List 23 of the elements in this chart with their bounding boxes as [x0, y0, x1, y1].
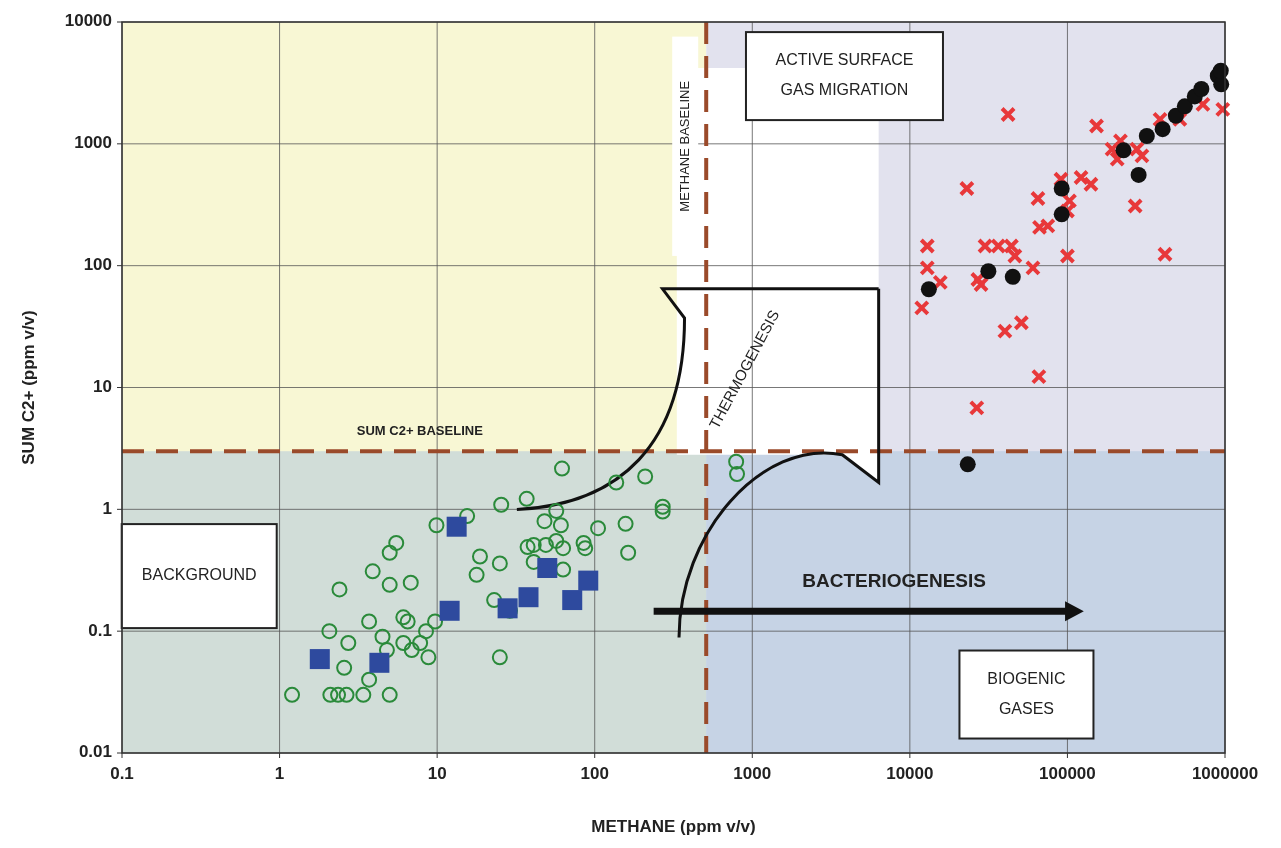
x-tick-label: 100000	[1039, 764, 1096, 783]
ref-line-label: METHANE BASELINE	[676, 80, 692, 212]
y-tick-label: 0.1	[88, 620, 112, 640]
y-tick-label: 10000	[64, 11, 112, 31]
x-axis-title: METHANE (ppm v/v)	[591, 817, 756, 836]
x-tick-label: 0.1	[110, 764, 134, 783]
y-tick-label: 100	[83, 255, 112, 275]
y-axis-title: SUM C2+ (ppm v/v)	[19, 310, 38, 465]
ref-line-label: SUM C2+ BASELINE	[356, 423, 484, 439]
annotation: ACTIVE SURFACE GAS MIGRATION	[775, 51, 914, 99]
x-tick-label: 100	[580, 764, 609, 783]
y-tick-label: 10	[93, 376, 112, 396]
y-tick-label: 0.01	[78, 742, 112, 762]
y-tick-label: 1	[102, 498, 112, 518]
x-tick-label: 1000	[733, 764, 772, 783]
x-tick-label: 1	[274, 764, 285, 783]
y-tick-label: 1000	[74, 133, 112, 153]
annotation: BIOGENIC GASES	[987, 669, 1066, 717]
x-tick-label: 10000	[886, 764, 934, 783]
annotation: BACKGROUND	[141, 566, 257, 584]
x-tick-label: 10	[427, 764, 447, 783]
annotation: BACTERIOGENESIS	[802, 569, 986, 591]
x-tick-label: 1000000	[1191, 764, 1259, 783]
